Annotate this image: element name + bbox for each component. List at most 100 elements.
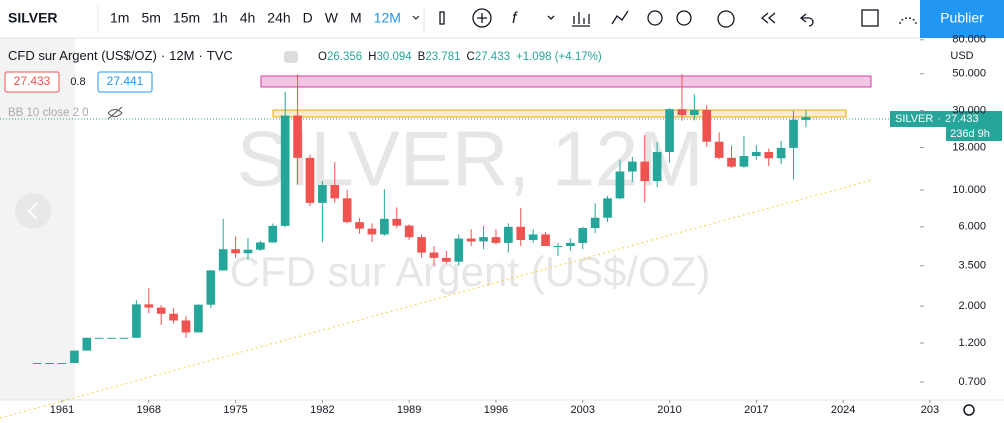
- collapse-button[interactable]: [284, 51, 298, 63]
- candle-body: [516, 226, 526, 240]
- candle-body: [144, 304, 154, 308]
- candle-body: [194, 304, 203, 333]
- candle-body: [776, 147, 786, 159]
- candle-body: [603, 198, 612, 218]
- indicator-icon[interactable]: [472, 8, 492, 28]
- ohlc-value: 26.356: [327, 51, 362, 63]
- scroll-left[interactable]: [15, 193, 51, 229]
- candle-body: [132, 304, 141, 338]
- sell-price[interactable]: 27.433: [14, 74, 51, 88]
- dropdown[interactable]: [547, 15, 555, 20]
- interval[interactable]: 1m: [110, 10, 129, 26]
- candle-body: [318, 185, 327, 203]
- interval[interactable]: 5m: [141, 10, 160, 26]
- candle-body: [801, 117, 811, 120]
- layout-icon[interactable]: [861, 9, 879, 27]
- tag-symbol: SILVER: [895, 113, 933, 125]
- ohlc-label: O: [318, 51, 327, 63]
- ohlc-value: 23.781: [425, 51, 460, 63]
- watermark-description: CFD sur Argent (US$/OZ): [230, 248, 711, 295]
- zone-rectangle[interactable]: [260, 75, 872, 88]
- x-tick-label: 1989: [397, 404, 421, 416]
- interval[interactable]: W: [325, 10, 339, 26]
- candle-body: [417, 237, 426, 253]
- undo-icon[interactable]: [799, 13, 814, 27]
- candle-body: [218, 249, 228, 271]
- x-tick-label: 2003: [571, 404, 595, 416]
- legend-symbol: CFD sur Argent (US$/OZ): [8, 48, 157, 63]
- candle-body: [392, 218, 402, 226]
- interval[interactable]: 24h: [267, 10, 290, 26]
- symbol[interactable]: SILVER: [8, 10, 58, 26]
- candle-body: [380, 218, 389, 235]
- candle-body: [727, 157, 736, 167]
- time-axis: [0, 400, 1004, 423]
- candle-body: [119, 337, 129, 339]
- y-tick-label: 2.000: [958, 300, 986, 312]
- dropdown[interactable]: [412, 15, 420, 20]
- interval[interactable]: 1h: [212, 10, 228, 26]
- sell-box[interactable]: [4, 71, 60, 93]
- rewind-icon[interactable]: [760, 12, 776, 24]
- candle-body: [628, 161, 637, 172]
- legend-interval: 12M: [169, 48, 194, 63]
- plus: [477, 13, 487, 23]
- trend-line[interactable]: [0, 179, 873, 419]
- indicator-label: BB 10 close 2 0: [8, 107, 89, 119]
- candle-body: [280, 115, 290, 226]
- candle-body: [94, 337, 104, 339]
- replay-icon[interactable]: [611, 10, 629, 25]
- candle-body: [156, 307, 166, 314]
- hide-icon[interactable]: [107, 106, 123, 120]
- candle-body: [206, 270, 216, 305]
- buy-box[interactable]: [97, 71, 153, 93]
- ohlc-value: 27.433: [475, 51, 510, 63]
- candle-body: [578, 228, 588, 243]
- candle-body: [739, 155, 749, 167]
- interval[interactable]: 4h: [240, 10, 256, 26]
- tag-price: 27.433: [945, 113, 979, 125]
- candle-body: [57, 362, 67, 364]
- alert-icon[interactable]: [717, 10, 735, 28]
- publish-label[interactable]: Publier: [940, 10, 984, 26]
- interval[interactable]: D: [303, 10, 313, 26]
- candle-body: [442, 257, 451, 262]
- candle-body: [640, 161, 650, 182]
- y-tick-label: 3.500: [958, 260, 986, 272]
- interval[interactable]: 12M: [374, 10, 401, 26]
- candle-body: [491, 237, 501, 243]
- candle-body: [466, 238, 476, 242]
- x-tick-label: 2010: [657, 404, 681, 416]
- buy-price[interactable]: 27.441: [107, 74, 144, 88]
- candle-body: [590, 217, 600, 229]
- candle-body: [268, 225, 278, 243]
- candle-body: [751, 152, 761, 156]
- candle-body: [293, 115, 302, 158]
- candle-body: [528, 234, 538, 240]
- arrow: [27, 202, 38, 220]
- publish-button[interactable]: [920, 0, 1004, 38]
- interval[interactable]: 15m: [173, 10, 200, 26]
- x-tick-label: 1982: [310, 404, 334, 416]
- fx-icon[interactable]: f: [512, 10, 518, 27]
- scroll-right[interactable]: [961, 202, 972, 220]
- interval[interactable]: M: [350, 10, 362, 26]
- ohlc: O26.356 H30.094 B23.781 C27.433 +1.098 (+4.1…: [318, 51, 602, 63]
- watermark-symbol: SILVER, 12M: [237, 115, 704, 203]
- candle-body: [45, 362, 54, 364]
- settings-icon[interactable]: [963, 404, 975, 416]
- compare-icon[interactable]: [572, 12, 590, 27]
- x-tick-label: 2024: [831, 404, 855, 416]
- b-icon[interactable]: [676, 10, 692, 26]
- candle-body: [652, 152, 662, 182]
- legend-title: CFD sur Argent (US$/OZ) · 12M · TVC: [8, 48, 233, 63]
- b-icon[interactable]: [647, 10, 663, 26]
- candle-body: [342, 198, 352, 223]
- candle-body: [429, 252, 439, 258]
- zone-rectangle[interactable]: [272, 109, 847, 118]
- candle-icon[interactable]: [439, 11, 445, 25]
- y-tick-label: 80.000: [952, 34, 986, 46]
- y-tick-label: 10.000: [952, 184, 986, 196]
